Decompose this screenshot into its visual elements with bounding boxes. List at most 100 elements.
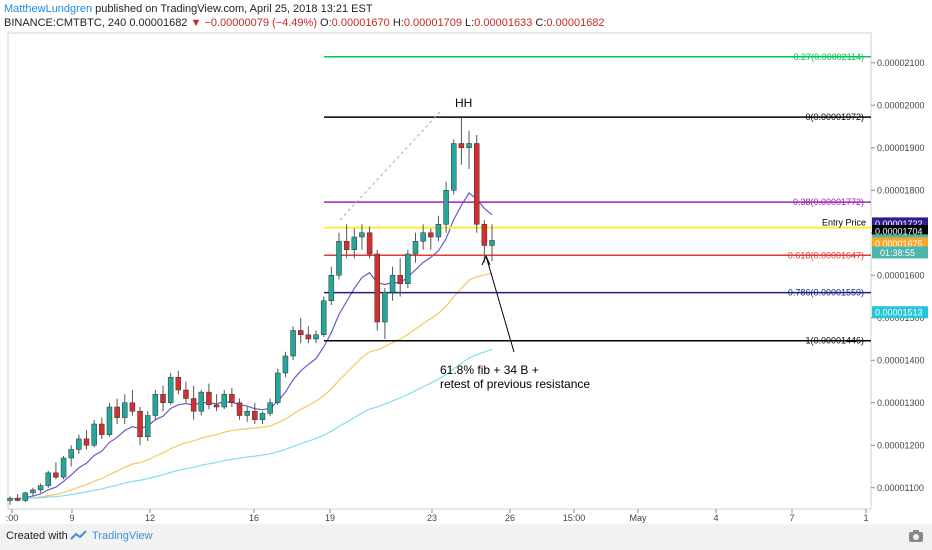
candle-body [336, 241, 342, 276]
y-tick-label: 0.00001900 [877, 143, 925, 153]
x-tick-label: May [629, 513, 647, 523]
candle-body [152, 394, 159, 416]
candle-body [221, 394, 227, 408]
annotations: HH 61.8% fib + 34 B +retest of previous r… [339, 96, 590, 391]
y-tick-label: 0.00001100 [877, 483, 924, 493]
candle-body [236, 402, 243, 416]
price-tag-label: 0.00001704 [875, 227, 923, 237]
annotation-text: retest of previous resistance [440, 377, 590, 391]
candle-body [76, 438, 82, 450]
ema-line [9, 272, 493, 500]
candle-body [53, 472, 59, 478]
candle-body [382, 292, 388, 323]
candle-body [282, 355, 289, 374]
x-tick-label: 16 [249, 513, 259, 523]
candle-body [466, 143, 472, 148]
fib-label: 0.618(0.00001647) [788, 250, 864, 260]
candle-body [14, 498, 21, 501]
candle-body [129, 402, 136, 412]
price-tag-label: 0.00001513 [875, 308, 923, 318]
candle-body [167, 377, 174, 403]
price-change: ▼ −0.00000079 (−4.49%) [190, 17, 317, 29]
x-tick-label: 9 [69, 513, 74, 523]
candle-body [137, 411, 143, 437]
candle-body [458, 143, 465, 148]
y-tick-label: 0.00001800 [877, 185, 925, 195]
candle-body [198, 391, 205, 412]
annotation-text: 61.8% fib + 34 B + [440, 363, 539, 377]
candle-body [68, 449, 74, 459]
plot-frame [7, 32, 872, 510]
fib-label: -0.27(0.00002114) [791, 52, 864, 62]
fib-label: 1(0.00001446) [805, 336, 864, 346]
time-axis[interactable]: :00 9 12 16 19 23 26 15:00 May 4 7 1 [6, 509, 869, 523]
camera-icon[interactable] [908, 529, 924, 543]
candle-body [351, 236, 358, 250]
candle-body [99, 423, 105, 435]
candle-body [122, 402, 128, 418]
candle-body [267, 402, 273, 414]
x-tick-label: 23 [427, 513, 437, 523]
candle-body [405, 253, 411, 284]
candle-body [297, 330, 304, 335]
candle-body [389, 275, 396, 293]
y-tick-label: 0.00001200 [877, 440, 925, 450]
symbol-label: BINANCE:CMTBTC, 240 [4, 17, 127, 29]
y-tick-label: 0.00002000 [877, 100, 925, 110]
countdown-label: 01:38:55 [880, 248, 915, 258]
candle-body [320, 300, 327, 335]
moving-averages [9, 192, 493, 500]
published-text: published on TradingView.com, April 25, … [95, 3, 373, 15]
candle-body [313, 334, 319, 340]
candle-body [290, 330, 296, 357]
candle-body [443, 190, 449, 225]
hh-label: HH [455, 96, 472, 110]
y-tick-label: 0.00001400 [877, 355, 925, 365]
candle-body [374, 253, 380, 323]
price-chart[interactable]: -0.27(0.00002114) 0(0.00001972) 0.38(0.000… [0, 0, 932, 524]
candle-body [450, 143, 457, 191]
low-label: L: [465, 17, 475, 29]
candle-body [114, 406, 120, 418]
fib-label: 0.786(0.00001559) [788, 288, 864, 298]
candle-body [420, 232, 426, 242]
close-value: 0.00001682 [546, 17, 605, 29]
last-price: 0.00001682 [129, 17, 188, 29]
author-link[interactable]: MatthewLundgren [4, 3, 93, 15]
candle-body [428, 232, 434, 238]
tradingview-brand[interactable]: TradingView [92, 530, 153, 542]
close-label: C: [535, 17, 547, 29]
candle-body [481, 224, 488, 246]
footer-bar: Created with TradingView [0, 524, 932, 550]
candle-body [91, 423, 97, 446]
x-tick-label: 26 [505, 513, 515, 523]
price-axis[interactable]: 0.00001100 0.00001200 0.00001300 0.00001400… [871, 58, 928, 493]
ema-line [9, 348, 493, 500]
candle-body [397, 275, 403, 284]
high-value: 0.00001709 [403, 17, 462, 29]
annotation-arrow [485, 255, 515, 353]
chart-header: MatthewLundgren published on TradingView… [4, 2, 605, 30]
fib-levels: -0.27(0.00002114) 0(0.00001972) 0.38(0.000… [324, 52, 871, 346]
candle-body [252, 411, 258, 420]
high-label: H: [392, 17, 404, 29]
x-tick-label: 7 [789, 513, 794, 523]
candle-body [175, 377, 182, 391]
candle-body [359, 232, 365, 238]
y-tick-label: 0.00001600 [877, 270, 925, 280]
candle-body [366, 232, 373, 255]
trend-dashed-line [339, 111, 441, 221]
x-tick-label: :00 [6, 513, 19, 523]
price-tag-label: 0.00001722 [875, 219, 923, 229]
candle-body [213, 404, 220, 408]
tradingview-logo-icon [70, 530, 87, 540]
candle-body [229, 394, 235, 403]
candle-body [190, 398, 197, 412]
countdown-tag [872, 246, 928, 259]
candle-body [473, 143, 480, 225]
x-tick-label: 4 [713, 513, 718, 523]
candle-body [45, 472, 52, 486]
candle-body [183, 389, 189, 399]
open-value: 0.00001670 [331, 17, 390, 29]
candle-body [305, 334, 312, 340]
